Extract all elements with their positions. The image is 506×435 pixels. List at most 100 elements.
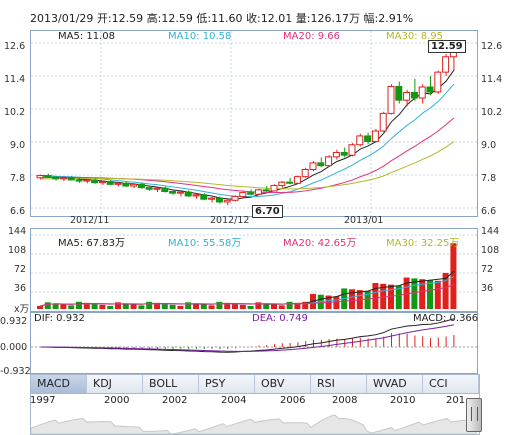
- candle-body: [379, 112, 387, 132]
- tab-obv[interactable]: OBV: [255, 375, 311, 393]
- macd-panel[interactable]: [30, 312, 478, 374]
- candle-body: [254, 189, 262, 195]
- candle-body: [59, 177, 67, 180]
- tab-cci[interactable]: CCI: [423, 375, 479, 393]
- volume-chart: [31, 234, 477, 309]
- volume-bar: [193, 303, 199, 309]
- macd-dif-label: DIF: 0.932: [34, 313, 85, 324]
- candle-body: [208, 197, 216, 200]
- volume-ma5-label: MA5: 67.83万: [58, 238, 126, 249]
- volume-ma20-line: [40, 284, 455, 307]
- candle-body: [145, 187, 153, 190]
- high-price: 12.59: [161, 12, 193, 25]
- close-price: 12.01: [260, 12, 293, 25]
- price-ma20-label: MA20: 9.66: [283, 31, 341, 42]
- date-label-jan: 2013/01: [344, 215, 384, 226]
- tab-kdj[interactable]: KDJ: [87, 375, 143, 393]
- volume-bar: [263, 303, 270, 309]
- indicator-tabs: MACD KDJ BOLL PSY OBV RSI WVAD CCI: [30, 374, 480, 394]
- volume-bar: [91, 303, 98, 309]
- candle-body: [122, 182, 130, 187]
- volume-bar: [388, 284, 394, 309]
- volume-bar: [200, 304, 207, 309]
- volume-bar: [122, 303, 129, 309]
- candle-body: [223, 199, 231, 203]
- volume-bar: [434, 280, 441, 309]
- volume-bar: [239, 304, 246, 309]
- volume-bar: [107, 305, 114, 309]
- year-2012: 201: [446, 395, 466, 406]
- volume-bar: [224, 302, 231, 309]
- price-panel[interactable]: [30, 30, 478, 217]
- candle-body: [325, 156, 333, 167]
- price-ma30-label: MA30: 8.95: [386, 31, 444, 42]
- volume-bar: [130, 304, 137, 309]
- tab-rsi[interactable]: RSI: [311, 375, 367, 393]
- price-axis-left-4: 7.8: [10, 173, 26, 184]
- low-price: 11.60: [211, 12, 243, 25]
- candle-body: [442, 56, 450, 73]
- volume-bar: [68, 305, 75, 309]
- candle-body: [278, 181, 286, 186]
- year-2008: 2008: [332, 395, 358, 406]
- tab-macd[interactable]: MACD: [31, 375, 87, 393]
- candle-body: [309, 162, 317, 170]
- volume-axis-1: 108: [8, 245, 27, 256]
- volume-bar: [44, 302, 51, 309]
- price-axis-right-3: 9.0: [481, 140, 497, 151]
- volume-bar: [83, 302, 90, 309]
- volume-bar: [333, 296, 340, 309]
- ma30-line: [40, 141, 455, 190]
- volume-bar: [403, 277, 410, 309]
- volume-axis-0: 144: [8, 226, 27, 237]
- volume-bar: [395, 285, 402, 309]
- candle-body: [137, 183, 145, 189]
- price-axis-right-2: 10.2: [481, 107, 503, 118]
- candle-body: [371, 130, 379, 142]
- volume-bar: [37, 305, 43, 309]
- candle-body: [98, 181, 106, 184]
- volume-bar: [60, 304, 67, 309]
- candle-body: [192, 194, 200, 197]
- volume-bar: [372, 282, 379, 309]
- macd-dea-label: DEA: 0.749: [252, 313, 308, 324]
- candle-body: [44, 175, 52, 178]
- volume-bar: [169, 304, 176, 309]
- trade-date: 2013/01/29: [30, 12, 94, 25]
- candle-body: [410, 92, 418, 99]
- date-label-nov: 2012/11: [70, 215, 110, 226]
- candle-body: [387, 85, 395, 114]
- candle-body: [262, 189, 270, 192]
- price-axis-right-4: 7.8: [481, 173, 497, 184]
- candle-body: [317, 162, 325, 167]
- tab-wvad[interactable]: WVAD: [367, 375, 423, 393]
- volume-bar: [138, 305, 145, 309]
- volume-axis-3: 36: [14, 283, 27, 294]
- candle-body: [340, 151, 348, 156]
- year-2000: 2000: [104, 395, 130, 406]
- volume-axis-right-2: 72: [481, 264, 494, 275]
- volume-bar: [99, 304, 106, 309]
- volume-axis-unit: x万: [14, 304, 30, 315]
- candle-body: [247, 192, 255, 195]
- candle-body: [434, 71, 442, 93]
- candle-body: [52, 176, 60, 180]
- volume-bar: [302, 301, 309, 309]
- macd-axis-1: 0.000: [0, 342, 28, 353]
- price-axis-left-1: 11.4: [4, 74, 26, 85]
- candle-body: [395, 85, 403, 101]
- navigator-handle[interactable]: [466, 398, 482, 432]
- candle-body: [169, 191, 177, 194]
- volume-bar: [271, 304, 277, 309]
- volume-panel[interactable]: [30, 228, 478, 312]
- volume-value: 126.17万: [310, 12, 361, 25]
- candle-body: [364, 135, 372, 142]
- open-price: 12.59: [111, 12, 144, 25]
- history-sparkline: [31, 414, 477, 434]
- volume-bar: [364, 290, 371, 309]
- candle-body: [184, 191, 192, 197]
- volume-bar: [442, 272, 449, 309]
- candle-body: [356, 135, 364, 146]
- tab-psy[interactable]: PSY: [199, 375, 255, 393]
- tab-boll[interactable]: BOLL: [143, 375, 199, 393]
